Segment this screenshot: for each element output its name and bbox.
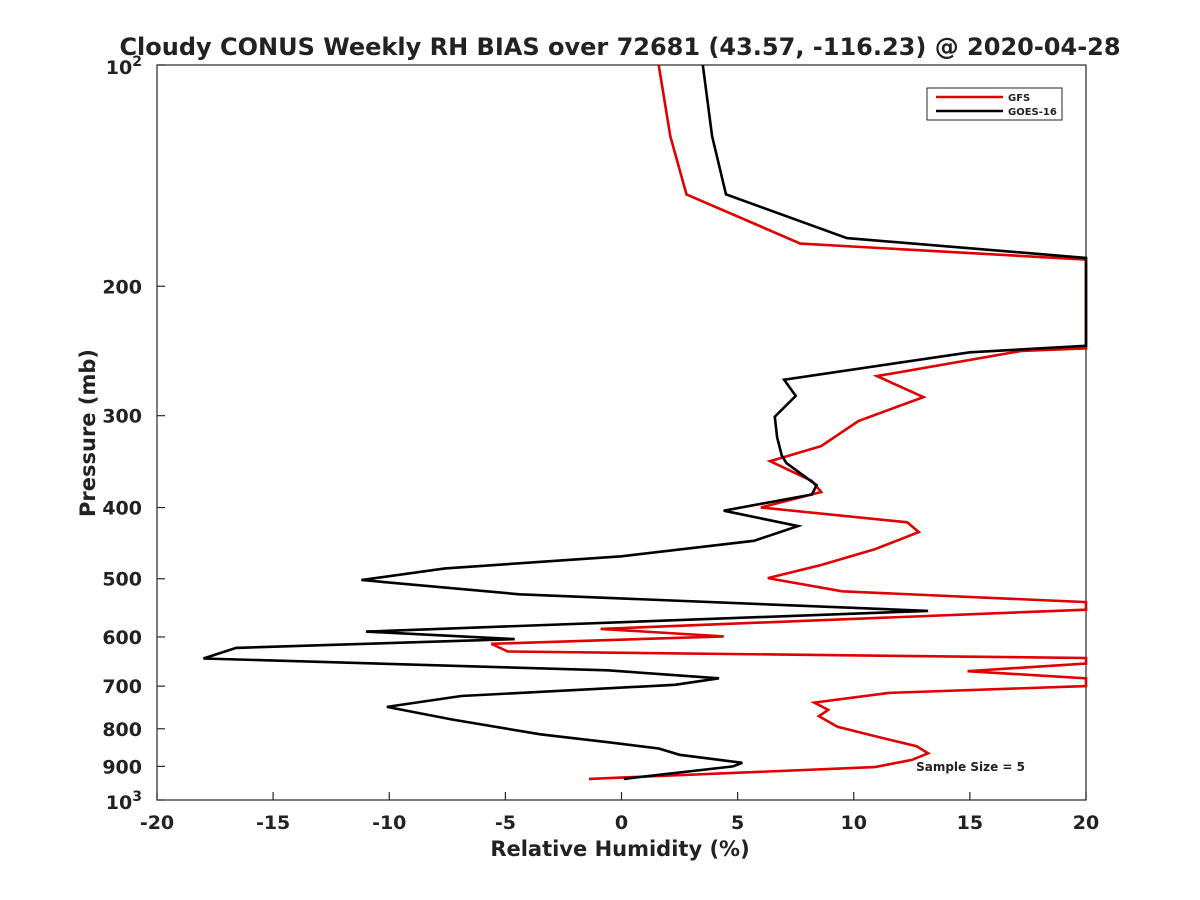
chart-title: Cloudy CONUS Weekly RH BIAS over 72681 (… bbox=[119, 33, 1120, 61]
x-tick-label: -20 bbox=[140, 812, 174, 834]
legend-label-gfs: GFS bbox=[1008, 93, 1030, 104]
x-tick-label: 15 bbox=[957, 812, 983, 834]
y-tick-label: 800 bbox=[102, 719, 142, 741]
x-tick-label: 5 bbox=[731, 812, 744, 834]
y-tick-label: 500 bbox=[102, 569, 142, 591]
series-line-goes-16 bbox=[202, 64, 1088, 781]
y-tick-label: 700 bbox=[102, 676, 142, 698]
x-tick-label: -10 bbox=[372, 812, 406, 834]
legend-box bbox=[926, 87, 1063, 121]
x-tick-label: 20 bbox=[1073, 812, 1099, 834]
legend-label-goes-16: GOES-16 bbox=[1008, 107, 1057, 118]
x-tick-label: 0 bbox=[615, 812, 628, 834]
y-tick-label: 900 bbox=[102, 756, 142, 778]
y-tick-label-top: 102 bbox=[106, 54, 142, 79]
x-tick-label: -15 bbox=[256, 812, 290, 834]
y-tick-label: 400 bbox=[102, 498, 142, 520]
y-axis-label: Pressure (mb) bbox=[76, 349, 100, 517]
y-tick-label-bottom: 103 bbox=[106, 789, 142, 814]
y-tick-label: 600 bbox=[102, 627, 142, 649]
x-tick-label: 10 bbox=[841, 812, 867, 834]
sample-size-annotation: Sample Size = 5 bbox=[916, 760, 1025, 774]
legend: GFS GOES-16 bbox=[926, 87, 1063, 121]
x-axis-ticks: -20 -15 -10 -5 0 5 10 15 20 bbox=[140, 792, 1099, 834]
y-axis-ticks: 200 300 400 500 600 700 800 900 102 103 bbox=[102, 54, 165, 814]
x-axis-label: Relative Humidity (%) bbox=[490, 837, 749, 861]
series-line-gfs bbox=[490, 64, 1088, 781]
plot-area: -20 -15 -10 -5 0 5 10 15 20 200 300 400 500 600 700 80… bbox=[102, 54, 1099, 834]
plot-frame bbox=[156, 64, 1087, 801]
series-layer bbox=[202, 64, 1088, 781]
x-tick-label: -5 bbox=[495, 812, 516, 834]
y-tick-label: 300 bbox=[102, 406, 142, 428]
y-tick-label: 200 bbox=[102, 276, 142, 298]
